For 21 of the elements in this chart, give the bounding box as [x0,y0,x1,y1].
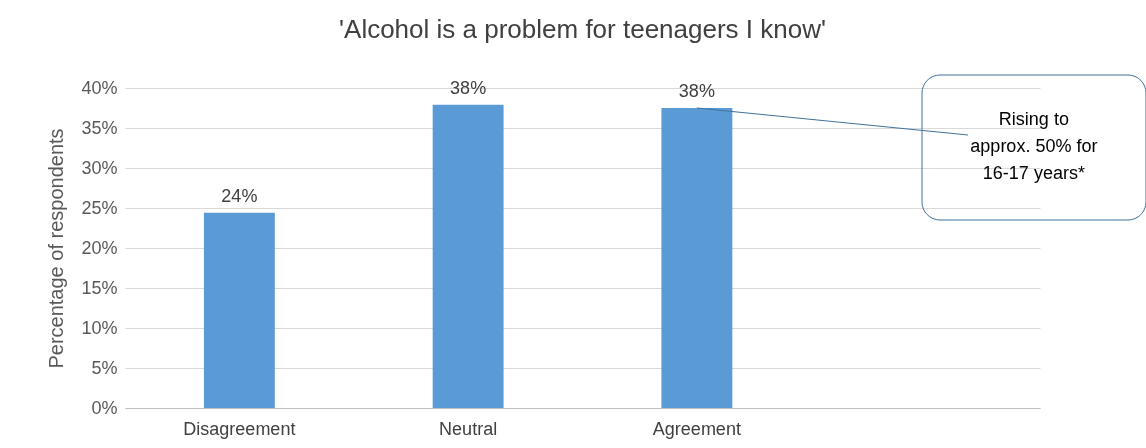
x-tick-label: Agreement [652,418,741,439]
bar [661,108,733,408]
y-tick-label: 10% [81,317,118,338]
y-axis-title: Percentage of respondents [45,128,68,369]
y-tick-label: 25% [81,197,118,218]
y-tick-label: 0% [91,397,118,418]
annotation: Rising to approx. 50% for 16-17 years* [970,109,1098,183]
x-tick-label: Neutral [439,418,498,439]
x-tick-label: Disagreement [183,418,296,439]
y-tick-label: 5% [91,357,118,378]
chart-title: 'Alcohol is a problem for teenagers I know' [339,13,826,44]
bar [203,212,275,408]
y-tick-label: 15% [81,277,118,298]
y-tick-label: 40% [81,77,118,98]
data-label: 24% [221,185,258,206]
y-tick-label: 30% [81,157,118,178]
bar [432,104,504,408]
data-label: 38% [678,81,715,101]
y-tick-label: 35% [81,117,118,138]
data-label: 38% [450,77,487,98]
y-tick-label: 20% [81,237,118,258]
